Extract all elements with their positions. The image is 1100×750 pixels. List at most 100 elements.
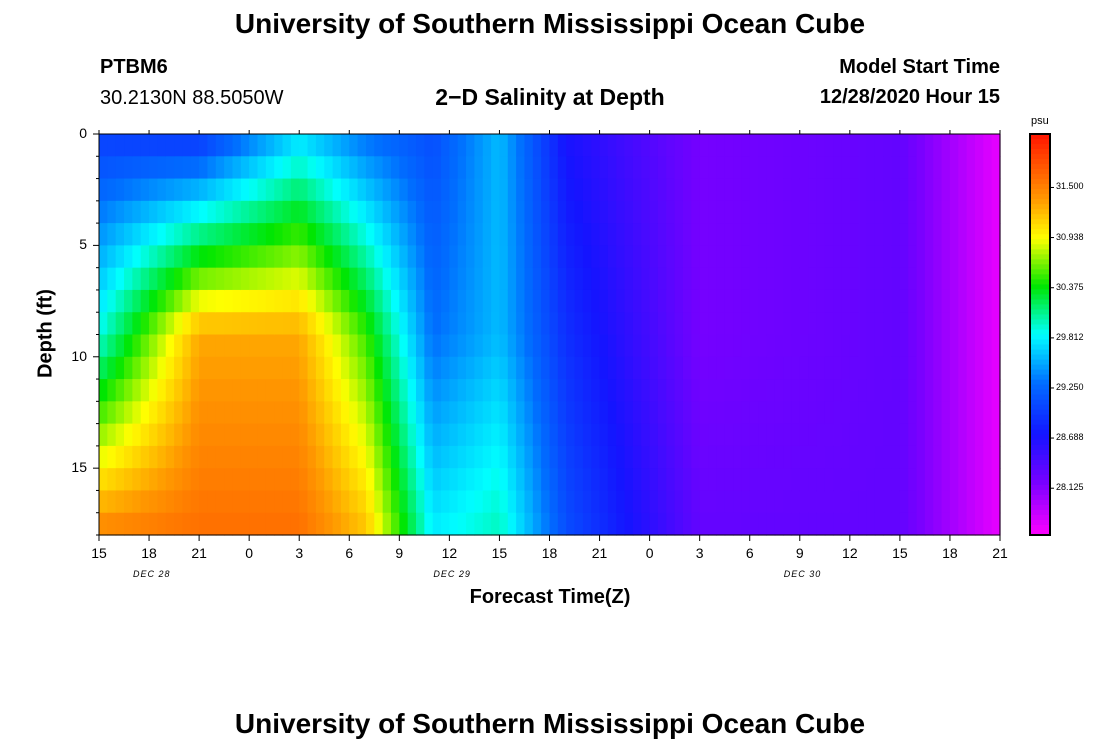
heatmap-cell — [958, 445, 968, 469]
heatmap-cell — [649, 156, 659, 180]
heatmap-cell — [432, 445, 442, 469]
heatmap-cell — [783, 134, 793, 157]
heatmap-cell — [933, 334, 943, 358]
colorbar-swatch — [1030, 499, 1050, 506]
heatmap-cell — [916, 200, 926, 224]
heatmap-cell — [315, 512, 325, 536]
colorbar-swatch — [1030, 504, 1050, 511]
heatmap-cell — [532, 245, 542, 269]
heatmap-cell — [149, 356, 158, 380]
heatmap-cell — [858, 423, 868, 447]
heatmap-cell — [758, 334, 768, 358]
heatmap-cell — [841, 178, 851, 202]
heatmap-cell — [466, 445, 476, 469]
heatmap-cell — [315, 178, 325, 202]
heatmap-cell — [99, 356, 108, 380]
heatmap-cell — [774, 468, 784, 492]
heatmap-cell — [908, 156, 918, 180]
heatmap-cell — [457, 356, 467, 380]
colorbar — [1029, 133, 1054, 536]
heatmap-cell — [716, 267, 726, 291]
colorbar-units: psu — [1031, 115, 1049, 127]
heatmap-cell — [541, 267, 551, 291]
heatmap-cell — [607, 245, 617, 269]
heatmap-cell — [791, 289, 801, 313]
heatmap-cell — [107, 356, 117, 380]
heatmap-cell — [524, 134, 534, 157]
heatmap-cell — [516, 423, 526, 447]
heatmap-cell — [916, 223, 926, 246]
heatmap-cell — [499, 490, 509, 514]
heatmap-cell — [282, 223, 292, 246]
heatmap-cell — [466, 423, 476, 447]
heatmap-cell — [774, 245, 784, 269]
heatmap-cell — [824, 512, 834, 536]
heatmap-cell — [716, 445, 726, 469]
heatmap-cell — [616, 312, 626, 336]
colorbar-swatch — [1030, 329, 1050, 336]
heatmap-cell — [908, 512, 918, 536]
heatmap-cell — [733, 156, 742, 180]
heatmap-cell — [874, 379, 884, 402]
heatmap-cell — [974, 267, 984, 291]
heatmap-cell — [349, 156, 359, 180]
heatmap-cell — [532, 267, 542, 291]
heatmap-cell — [791, 379, 801, 402]
heatmap-cell — [574, 223, 584, 246]
heatmap-cell — [232, 356, 242, 380]
heatmap-cell — [190, 356, 200, 380]
heatmap-cell — [582, 490, 592, 514]
heatmap-cell — [390, 156, 400, 180]
heatmap-cell — [682, 356, 692, 380]
heatmap-cell — [682, 289, 692, 313]
heatmap-cell — [724, 289, 734, 313]
heatmap-cell — [616, 178, 626, 202]
heatmap-cell — [516, 468, 526, 492]
heatmap-cell — [132, 401, 142, 425]
heatmap-cell — [265, 334, 275, 358]
heatmap-cell — [357, 245, 367, 269]
heatmap-cell — [99, 178, 108, 202]
heatmap-cell — [541, 223, 551, 246]
heatmap-cell — [741, 401, 751, 425]
heatmap-cell — [332, 134, 342, 157]
heatmap-cell — [783, 423, 793, 447]
heatmap-cell — [190, 200, 200, 224]
heatmap-cell — [766, 289, 776, 313]
heatmap-cell — [324, 200, 334, 224]
heatmap-cell — [474, 134, 484, 157]
heatmap-cell — [365, 289, 375, 313]
heatmap-cell — [733, 356, 742, 380]
colorbar-swatch — [1030, 189, 1050, 195]
heatmap-cell — [324, 490, 334, 514]
heatmap-cell — [507, 356, 517, 380]
heatmap-cell — [866, 445, 876, 469]
heatmap-cell — [666, 312, 676, 336]
heatmap-cell — [424, 445, 434, 469]
heatmap-cell — [174, 267, 184, 291]
heatmap-cell — [916, 423, 926, 447]
heatmap-cell — [257, 178, 267, 202]
heatmap-cell — [983, 334, 993, 358]
heatmap-cell — [849, 401, 859, 425]
heatmap-cell — [249, 134, 259, 157]
heatmap-cell — [849, 379, 859, 402]
heatmap-cell — [666, 379, 676, 402]
heatmap-cell — [240, 178, 250, 202]
heatmap-cell — [441, 134, 450, 157]
heatmap-cell — [783, 490, 793, 514]
heatmap-cell — [466, 490, 476, 514]
heatmap-cell — [499, 468, 509, 492]
heatmap-cell — [107, 423, 117, 447]
heatmap-cell — [282, 156, 292, 180]
heatmap-cell — [724, 445, 734, 469]
heatmap-cell — [215, 178, 225, 202]
heatmap-cell — [891, 401, 901, 425]
heatmap-cell — [891, 312, 901, 336]
heatmap-cell — [899, 512, 909, 536]
heatmap-cell — [290, 289, 300, 313]
heatmap-cell — [958, 334, 968, 358]
heatmap-cell — [466, 401, 476, 425]
heatmap-cell — [599, 200, 609, 224]
heatmap-cell — [149, 223, 158, 246]
